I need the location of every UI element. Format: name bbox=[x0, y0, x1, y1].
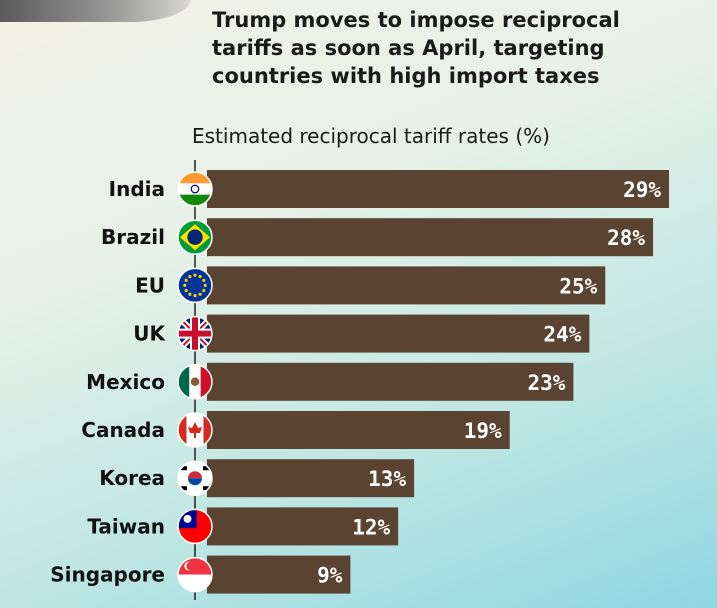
mexico-flag-icon bbox=[177, 364, 213, 400]
category-label-eu: EU bbox=[135, 273, 165, 297]
category-label-brazil: Brazil bbox=[101, 225, 165, 249]
value-label-eu: 25% bbox=[559, 274, 597, 298]
value-label-taiwan: 12% bbox=[352, 515, 390, 539]
bar-canada bbox=[207, 411, 510, 449]
value-label-mexico: 23% bbox=[527, 371, 565, 395]
category-label-uk: UK bbox=[133, 322, 166, 346]
value-label-india: 29% bbox=[623, 178, 661, 202]
headline: Trump moves to impose reciprocal tariffs… bbox=[212, 8, 620, 88]
bar-singapore bbox=[207, 555, 351, 594]
category-label-india: India bbox=[109, 177, 165, 201]
bar-korea bbox=[207, 459, 415, 498]
category-label-taiwan: Taiwan bbox=[87, 514, 165, 538]
value-label-canada: 19% bbox=[464, 419, 502, 443]
eu-flag-icon bbox=[177, 267, 213, 304]
value-label-korea: 13% bbox=[368, 467, 406, 491]
canada-flag-icon bbox=[177, 412, 213, 448]
category-label-singapore: Singapore bbox=[50, 563, 165, 587]
header-photo bbox=[0, 0, 190, 22]
singapore-flag-icon bbox=[177, 556, 213, 593]
korea-flag-icon bbox=[177, 460, 213, 496]
category-label-korea: Korea bbox=[99, 466, 165, 490]
bar-brazil bbox=[207, 218, 654, 257]
value-label-uk: 24% bbox=[543, 323, 581, 347]
uk-flag-icon bbox=[177, 315, 213, 352]
taiwan-flag-icon bbox=[177, 508, 213, 545]
bar-mexico bbox=[207, 362, 574, 401]
category-label-mexico: Mexico bbox=[86, 370, 165, 394]
bar-eu bbox=[207, 266, 606, 305]
india-flag-icon bbox=[177, 171, 213, 207]
category-label-canada: Canada bbox=[81, 418, 165, 442]
chart-title: Estimated reciprocal tariff rates (%) bbox=[192, 124, 550, 148]
value-label-brazil: 28% bbox=[607, 226, 645, 250]
bar-india bbox=[207, 170, 669, 208]
bar-uk bbox=[207, 314, 590, 353]
value-label-singapore: 9% bbox=[317, 564, 343, 588]
brazil-flag-icon bbox=[177, 219, 213, 255]
bar-taiwan bbox=[207, 507, 399, 546]
